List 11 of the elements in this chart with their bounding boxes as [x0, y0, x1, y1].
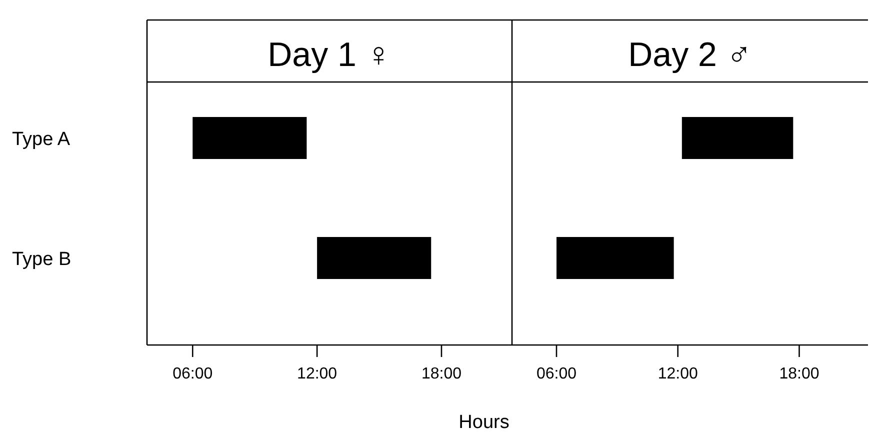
text: Day 2 ♂: [628, 36, 752, 74]
y-tick-label: Type B: [12, 249, 72, 270]
x-axis-title: Hours: [458, 412, 510, 433]
x-tick-label: 12:00: [658, 365, 698, 382]
y-tick-label: Type A: [12, 129, 70, 150]
x-tick-label: 18:00: [779, 365, 820, 382]
x-tick-label: 12:00: [297, 365, 338, 382]
x-tick-label: 18:00: [421, 365, 462, 382]
x-tick-label: 06:00: [172, 365, 213, 382]
x-tick-label: 06:00: [536, 365, 577, 382]
text: Day 1 ♀: [268, 36, 392, 74]
